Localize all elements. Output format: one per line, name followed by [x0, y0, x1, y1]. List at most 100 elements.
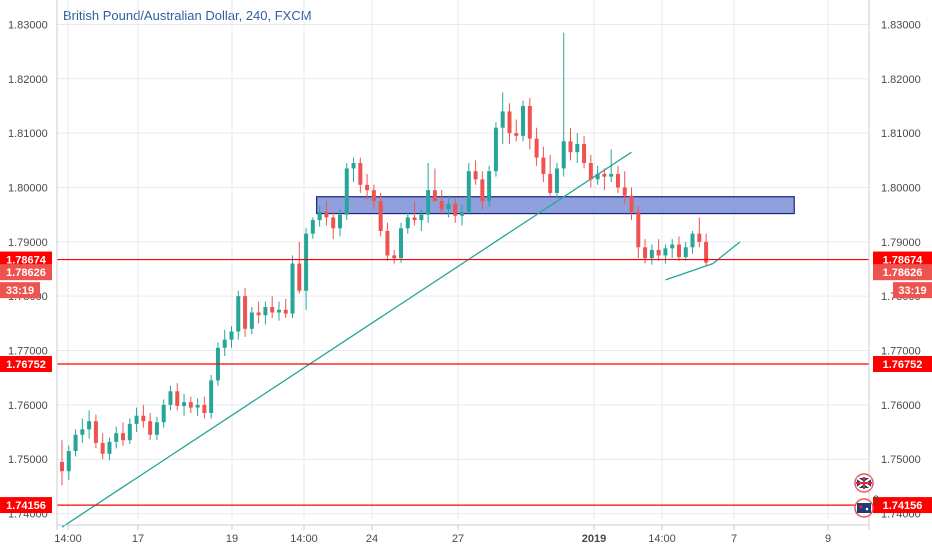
trendline[interactable]: [665, 262, 714, 281]
candle-up: [351, 163, 356, 169]
candle-down: [704, 241, 709, 263]
candle-up: [222, 339, 227, 348]
candle-down: [331, 217, 336, 229]
candle-up: [500, 111, 505, 128]
candle-down: [453, 203, 458, 216]
level-tag-left-label: 1.76752: [6, 359, 46, 371]
candle-down: [602, 173, 607, 177]
candle-down: [148, 421, 153, 435]
candle-up: [114, 433, 119, 442]
candle-down: [697, 233, 702, 242]
y-tick-label-right: 1.82000: [881, 74, 921, 86]
candle-down: [473, 171, 478, 180]
y-tick-label-left: 1.80000: [8, 182, 48, 194]
candle-up: [419, 214, 424, 221]
candle-up: [460, 211, 465, 216]
event-flags[interactable]: 2: [854, 473, 879, 518]
candle-up: [561, 141, 566, 169]
x-tick-label: 27: [452, 533, 464, 545]
level-tag-right-label: 1.74156: [883, 500, 923, 512]
y-tick-label-right: 1.75000: [881, 454, 921, 466]
candle-down: [568, 141, 573, 153]
candle-down: [582, 144, 587, 164]
y-tick-label-right: 1.79000: [881, 237, 921, 249]
x-tick-label: 14:00: [290, 533, 318, 545]
candle-up: [229, 331, 234, 340]
candle-up: [161, 404, 166, 423]
candle-down: [100, 442, 105, 454]
candle-up: [66, 451, 71, 472]
candle-down: [615, 173, 620, 188]
candle-up: [134, 415, 139, 424]
trendline[interactable]: [61, 151, 632, 528]
candle-up: [683, 247, 688, 258]
au-flag-field: [857, 503, 871, 513]
candle-down: [358, 163, 363, 185]
candle-down: [392, 255, 397, 259]
y-tick-label-right: 1.77000: [881, 346, 921, 358]
candle-up: [595, 173, 600, 180]
candle-down: [412, 217, 417, 221]
candle-down: [439, 201, 444, 210]
candle-down: [324, 211, 329, 218]
candle-down: [243, 296, 248, 329]
candle-up: [446, 203, 451, 210]
candle-down: [283, 309, 288, 314]
y-tick-label-left: 1.79000: [8, 237, 48, 249]
candle-up: [575, 144, 580, 153]
candle-up: [337, 214, 342, 229]
y-tick-label-right: 1.81000: [881, 128, 921, 140]
x-tick-label: 19: [226, 533, 238, 545]
candle-up: [344, 168, 349, 215]
level-tag-right-bg: [873, 251, 932, 268]
level-tag-right-label: 1.78674: [883, 255, 924, 267]
candle-up: [107, 441, 112, 454]
candle-down: [371, 190, 376, 202]
level-tag-left-bg: [0, 251, 52, 268]
level-tag-left-label: 1.78674: [6, 255, 47, 267]
horizontal-levels[interactable]: [57, 258, 869, 506]
y-tick-label-left: 1.83000: [8, 19, 48, 31]
candle-up: [310, 220, 315, 234]
x-tick-label: 9: [825, 533, 831, 545]
countdown-tag-right-bg: [893, 282, 932, 299]
candle-up: [263, 307, 268, 316]
candle-down: [385, 230, 390, 256]
candle-up: [249, 312, 254, 329]
current-price-tag-left-label: 1.78626: [6, 267, 46, 279]
candle-up: [690, 233, 695, 248]
x-tick-label: 14:00: [54, 533, 82, 545]
y-tick-label-left: 1.82000: [8, 74, 48, 86]
level-tag-right-label: 1.76752: [883, 359, 923, 371]
countdown-tag-left-label: 33:19: [6, 285, 34, 297]
candle-down: [636, 211, 641, 248]
y-tick-label-left: 1.81000: [8, 128, 48, 140]
candle-down: [629, 195, 634, 212]
candle-down: [378, 201, 383, 231]
candle-down: [656, 249, 661, 256]
current-price-tag-right-bg: [873, 264, 932, 281]
support-resistance-zone[interactable]: [316, 196, 795, 215]
candle-up: [87, 421, 92, 430]
candle-up: [317, 211, 322, 221]
y-tick-label-left: 1.77000: [8, 346, 48, 358]
candle-up: [304, 233, 309, 291]
candle-up: [609, 173, 614, 177]
candlesticks: [60, 32, 709, 486]
candle-up: [405, 217, 410, 229]
candle-up: [236, 296, 241, 332]
candle-down: [514, 133, 519, 136]
y-tick-label-right: 1.76000: [881, 400, 921, 412]
level-tag-right-bg: [873, 356, 932, 373]
candle-up: [521, 105, 526, 136]
countdown-tag-right-label: 33:19: [898, 285, 926, 297]
uk-flag-icon[interactable]: [854, 473, 874, 493]
australia-flag-icon[interactable]: 2: [854, 494, 879, 518]
chart-title: British Pound/Australian Dollar, 240, FX…: [63, 8, 312, 23]
candle-up: [663, 248, 668, 256]
zone-rectangle[interactable]: [316, 196, 795, 215]
au-flag-star: [865, 507, 869, 511]
trendline[interactable]: [712, 241, 741, 265]
